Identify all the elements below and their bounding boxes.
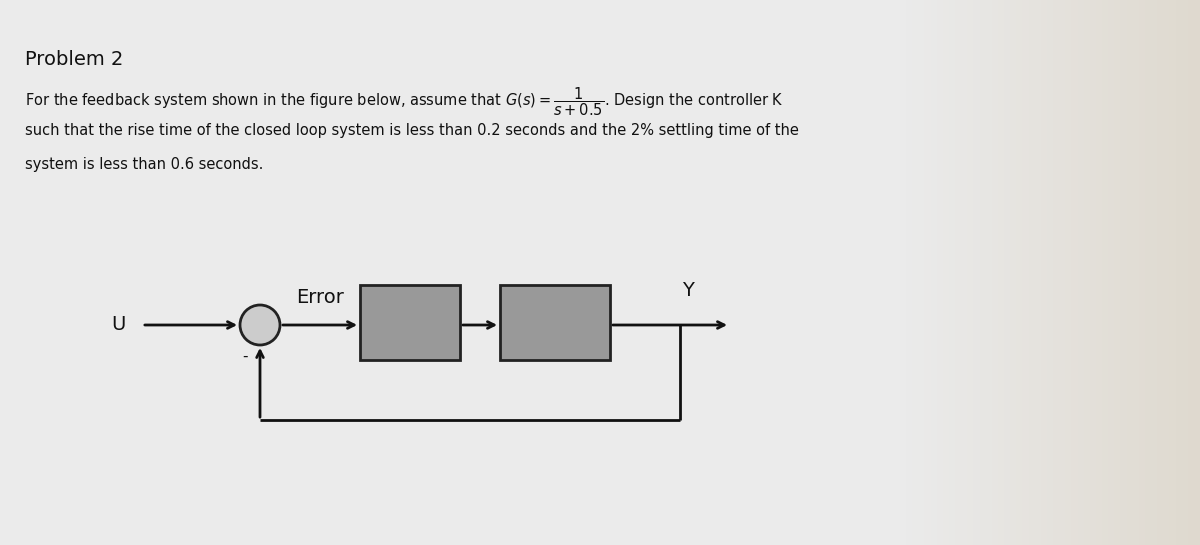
Bar [1127, 0, 1133, 545]
Bar [1182, 0, 1188, 545]
Bar [985, 0, 992, 545]
Bar [1121, 0, 1127, 545]
Bar [1151, 0, 1157, 545]
Text: U: U [110, 316, 125, 335]
Bar [1108, 0, 1115, 545]
Text: such that the rise time of the closed loop system is less than 0.2 seconds and t: such that the rise time of the closed lo… [25, 123, 799, 138]
Bar [943, 0, 949, 545]
Bar [992, 0, 998, 545]
Bar [1102, 0, 1108, 545]
Bar [1034, 0, 1040, 545]
Bar [1054, 0, 1060, 545]
Circle shape [240, 305, 280, 345]
Bar [931, 0, 937, 545]
Bar [1066, 0, 1072, 545]
Bar [1022, 0, 1028, 545]
Text: Y: Y [682, 281, 694, 300]
Bar [1133, 0, 1139, 545]
Bar [1084, 0, 1090, 545]
Text: K: K [403, 312, 416, 332]
Bar [918, 0, 924, 545]
Bar [979, 0, 985, 545]
FancyBboxPatch shape [360, 285, 460, 360]
Text: -: - [242, 349, 247, 364]
Bar [1046, 0, 1054, 545]
Bar [937, 0, 943, 545]
Bar [1096, 0, 1102, 545]
Text: system is less than 0.6 seconds.: system is less than 0.6 seconds. [25, 157, 263, 172]
Bar [961, 0, 967, 545]
Bar [1060, 0, 1066, 545]
Text: Error: Error [296, 288, 344, 307]
Bar [1139, 0, 1145, 545]
Bar [1145, 0, 1151, 545]
Bar [1176, 0, 1182, 545]
Bar [1004, 0, 1010, 545]
FancyBboxPatch shape [500, 285, 610, 360]
Bar [1157, 0, 1163, 545]
Text: For the feedback system shown in the figure below, assume that $G(s) = \dfrac{1}: For the feedback system shown in the fig… [25, 85, 784, 118]
Bar [967, 0, 973, 545]
Bar [924, 0, 931, 545]
Bar [900, 0, 906, 545]
Bar [1090, 0, 1096, 545]
Text: G(s): G(s) [535, 313, 575, 332]
Bar [1016, 0, 1022, 545]
Bar [1078, 0, 1084, 545]
Bar [1163, 0, 1169, 545]
Bar [1028, 0, 1034, 545]
Bar [973, 0, 979, 545]
Bar [1072, 0, 1078, 545]
Bar [949, 0, 955, 545]
Bar [955, 0, 961, 545]
Bar [1188, 0, 1194, 545]
Bar [1040, 0, 1046, 545]
Bar [1115, 0, 1121, 545]
Bar [912, 0, 918, 545]
Text: Problem 2: Problem 2 [25, 50, 124, 69]
Bar [1010, 0, 1016, 545]
Bar [906, 0, 912, 545]
Bar [998, 0, 1004, 545]
Bar [1194, 0, 1200, 545]
Bar [1169, 0, 1176, 545]
